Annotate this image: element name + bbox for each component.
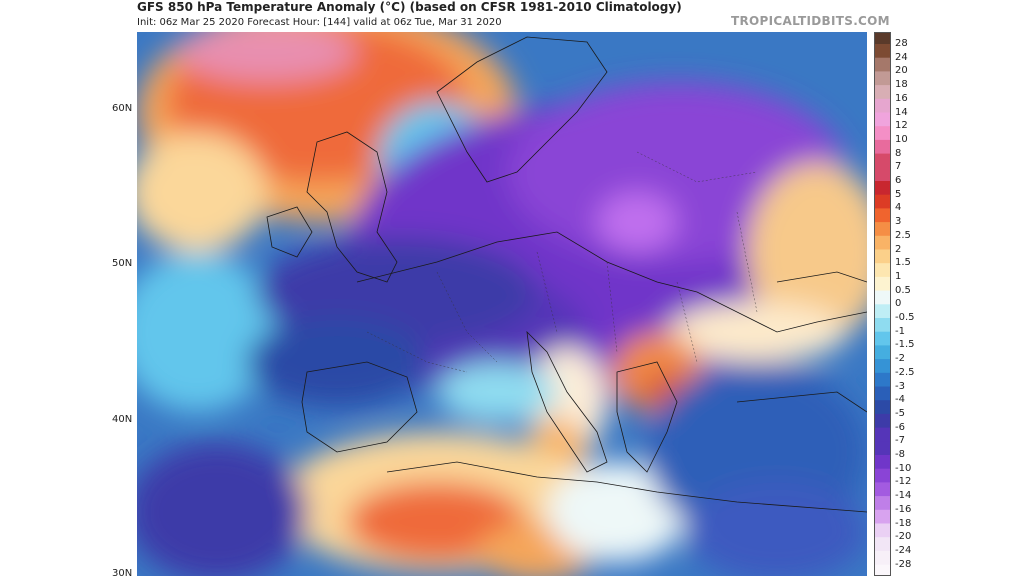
colorbar-segment <box>874 112 891 127</box>
lat-label-50n: 50N <box>112 258 133 269</box>
colorbar-tick-label: 7 <box>895 161 902 173</box>
colorbar-segment <box>874 331 891 346</box>
colorbar-segment <box>874 71 891 86</box>
colorbar-tick-label: 0.5 <box>895 284 911 296</box>
colorbar-tick-label: 0 <box>895 298 902 310</box>
colorbar-segment <box>874 276 891 292</box>
colorbar-tick-label: 24 <box>895 51 908 63</box>
colorbar-segment <box>874 564 891 576</box>
colorbar-segment <box>874 98 891 113</box>
colorbar-tick-label: 12 <box>895 120 908 132</box>
colorbar-segment <box>874 441 891 456</box>
colorbar-segment <box>874 222 891 237</box>
colorbar-segment <box>874 372 891 387</box>
colorbar-tick-label: 2.5 <box>895 229 911 241</box>
lat-label-40n: 40N <box>112 414 133 425</box>
colorbar-segment <box>874 523 891 538</box>
colorbar-segment <box>874 359 891 374</box>
colorbar-segments <box>874 32 891 576</box>
brand-watermark: TROPICALTIDBITS.COM <box>731 14 890 28</box>
colorbar-tick-label: -10 <box>895 462 912 474</box>
colorbar-tick-label: -2 <box>895 353 905 365</box>
colorbar-tick-label: 28 <box>895 38 908 49</box>
colorbar-tick-label: 1.5 <box>895 257 911 269</box>
lat-label-30n: 30N <box>112 568 133 579</box>
colorbar-segment <box>874 550 891 566</box>
colorbar-tick-label: -3 <box>895 380 905 392</box>
colorbar-segment <box>874 57 891 72</box>
colorbar-segment <box>874 304 891 319</box>
map-subtitle: Init: 06z Mar 25 2020 Forecast Hour: [14… <box>137 17 502 28</box>
colorbar-segment <box>874 509 891 524</box>
colorbar-tick-label: -1 <box>895 325 905 337</box>
colorbar-segment <box>874 263 891 278</box>
anomaly-field <box>137 32 867 576</box>
colorbar-segment <box>874 153 891 168</box>
colorbar-segment <box>874 85 891 100</box>
colorbar-segment <box>874 400 891 415</box>
colorbar-tick-label: -8 <box>895 449 905 460</box>
colorbar-segment <box>874 208 891 223</box>
lat-label-60n: 60N <box>112 103 133 114</box>
colorbar-segment <box>874 482 891 497</box>
coastlines <box>266 36 867 513</box>
colorbar-segment <box>874 345 891 360</box>
colorbar-segment <box>874 468 891 483</box>
colorbar-segment <box>874 44 891 59</box>
colorbar-segment <box>874 194 891 209</box>
colorbar-tick-label: 20 <box>895 65 908 77</box>
colorbar-tick-label: 5 <box>895 188 902 200</box>
colorbar-tick-label: 8 <box>895 147 902 159</box>
colorbar-segment <box>874 181 891 196</box>
colorbar-tick-label: 10 <box>895 133 908 145</box>
colorbar-segment <box>874 427 891 442</box>
colorbar-tick-label: 1 <box>895 270 902 282</box>
colorbar-tick-label: -28 <box>895 558 912 570</box>
colorbar-tick-label: -0.5 <box>895 312 915 323</box>
colorbar-tick-label: -1.5 <box>895 339 915 351</box>
colorbar-tick-label: -2.5 <box>895 366 915 378</box>
colorbar-tick-label: -18 <box>895 517 912 529</box>
colorbar-tick-label: 6 <box>895 175 902 186</box>
colorbar-segment <box>874 139 891 155</box>
borders <box>366 151 758 373</box>
colorbar-tick-label: -5 <box>895 407 905 419</box>
map-title: GFS 850 hPa Temperature Anomaly (°C) (ba… <box>137 0 682 14</box>
colorbar-segment <box>874 249 891 264</box>
colorbar-segment <box>874 537 891 552</box>
colorbar-segment <box>874 32 891 45</box>
colorbar-tick-label: -24 <box>895 544 912 556</box>
colorbar-segment <box>874 126 891 141</box>
colorbar-tick-label: 4 <box>895 202 902 214</box>
colorbar-segment <box>874 235 891 250</box>
colorbar-segment <box>874 386 891 401</box>
colorbar-segment <box>874 455 891 470</box>
colorbar-segment <box>874 318 891 333</box>
colorbar-segment <box>874 290 891 305</box>
colorbar-tick-label: -12 <box>895 476 912 488</box>
anomaly-map-graphic <box>137 32 867 576</box>
colorbar-tick-label: 2 <box>895 243 902 255</box>
anomaly-map <box>137 32 867 576</box>
colorbar-segment <box>874 496 891 511</box>
colorbar-tick-label: 16 <box>895 92 908 104</box>
colorbar-tick-label: -16 <box>895 503 912 515</box>
colorbar-tick-label: 18 <box>895 79 908 91</box>
colorbar-tick-label: -4 <box>895 394 905 406</box>
colorbar-tick-label: -7 <box>895 435 905 447</box>
colorbar-segment <box>874 167 891 182</box>
colorbar-tick-label: 3 <box>895 216 902 228</box>
colorbar-tick-label: -20 <box>895 531 912 543</box>
colorbar-segment <box>874 413 891 429</box>
colorbar-tick-label: -14 <box>895 490 912 502</box>
colorbar-tick-label: -6 <box>895 421 905 433</box>
colorbar <box>874 32 891 576</box>
colorbar-tick-label: 14 <box>895 106 908 118</box>
